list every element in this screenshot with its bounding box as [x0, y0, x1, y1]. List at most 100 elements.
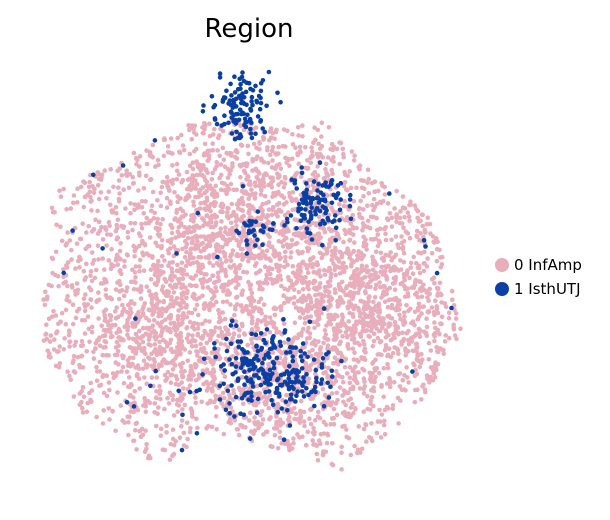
point-infamp	[430, 234, 436, 239]
point-infamp	[241, 401, 246, 407]
point-infamp	[152, 359, 157, 365]
point-infamp	[104, 373, 110, 379]
point-infamp	[228, 258, 234, 264]
point-infamp	[424, 373, 430, 378]
point-infamp	[298, 306, 304, 312]
point-infamp	[279, 179, 284, 185]
point-isthutj	[321, 306, 327, 311]
point-infamp	[344, 285, 349, 291]
point-isthutj	[248, 390, 254, 395]
point-infamp	[261, 160, 267, 165]
point-infamp	[134, 373, 140, 379]
point-infamp	[237, 263, 242, 269]
point-isthutj	[299, 165, 305, 170]
point-infamp	[379, 352, 384, 358]
point-isthutj	[248, 131, 254, 136]
point-infamp	[422, 387, 428, 393]
point-infamp	[56, 364, 62, 370]
point-infamp	[57, 188, 62, 193]
point-infamp	[112, 309, 118, 314]
point-infamp	[383, 237, 389, 243]
point-infamp	[170, 453, 175, 459]
point-infamp	[258, 413, 263, 418]
point-infamp	[149, 297, 155, 302]
point-infamp	[154, 389, 159, 394]
point-infamp	[198, 200, 203, 206]
point-infamp	[427, 286, 433, 292]
point-infamp	[375, 232, 381, 237]
point-infamp	[219, 268, 224, 273]
point-infamp	[365, 218, 371, 224]
point-isthutj	[241, 412, 247, 418]
point-isthutj	[176, 388, 181, 394]
point-infamp	[370, 371, 375, 376]
point-infamp	[222, 374, 228, 380]
point-infamp	[348, 452, 354, 458]
point-infamp	[218, 187, 224, 193]
point-infamp	[164, 205, 170, 210]
point-infamp	[117, 335, 122, 340]
point-infamp	[296, 230, 302, 236]
point-infamp	[43, 332, 48, 337]
point-infamp	[327, 400, 333, 406]
point-infamp	[288, 296, 293, 302]
point-infamp	[242, 332, 248, 337]
point-isthutj	[434, 270, 440, 276]
point-infamp	[227, 290, 232, 296]
point-isthutj	[291, 367, 297, 373]
point-isthutj	[258, 100, 264, 106]
point-infamp	[132, 207, 137, 213]
point-infamp	[380, 325, 385, 330]
point-infamp	[153, 330, 159, 336]
point-infamp	[351, 158, 357, 163]
point-infamp	[71, 200, 76, 206]
point-infamp	[196, 376, 202, 381]
point-infamp	[124, 285, 130, 290]
point-infamp	[126, 420, 131, 425]
point-infamp	[128, 409, 133, 414]
point-infamp	[279, 351, 284, 356]
point-infamp	[329, 240, 334, 245]
point-infamp	[272, 433, 278, 438]
point-infamp	[262, 253, 268, 258]
point-infamp	[187, 151, 193, 157]
point-infamp	[161, 298, 167, 304]
point-infamp	[170, 367, 176, 372]
point-infamp	[148, 177, 153, 183]
point-infamp	[101, 408, 106, 413]
point-infamp	[305, 245, 310, 251]
point-isthutj	[233, 104, 239, 109]
point-infamp	[160, 253, 165, 259]
point-infamp	[375, 335, 381, 341]
point-infamp	[285, 245, 291, 250]
point-infamp	[332, 287, 338, 292]
point-infamp	[203, 167, 209, 173]
point-infamp	[429, 276, 435, 282]
point-infamp	[329, 205, 334, 210]
point-isthutj	[240, 91, 245, 96]
point-infamp	[451, 322, 457, 328]
point-infamp	[254, 154, 260, 159]
point-infamp	[188, 229, 194, 235]
point-infamp	[201, 276, 206, 282]
point-isthutj	[253, 83, 258, 89]
point-infamp	[267, 315, 273, 320]
point-infamp	[174, 268, 180, 274]
point-infamp	[263, 395, 268, 400]
point-infamp	[366, 299, 372, 304]
point-infamp	[116, 362, 121, 367]
point-isthutj	[244, 251, 250, 256]
point-infamp	[182, 254, 188, 260]
point-isthutj	[284, 369, 290, 374]
point-isthutj	[233, 364, 239, 369]
point-infamp	[131, 150, 137, 156]
point-infamp	[340, 334, 345, 339]
point-infamp	[100, 256, 105, 261]
point-infamp	[122, 324, 127, 330]
point-infamp	[95, 183, 101, 188]
point-infamp	[213, 200, 218, 205]
point-infamp	[127, 414, 132, 420]
point-isthutj	[234, 228, 239, 233]
point-infamp	[94, 369, 100, 374]
point-infamp	[414, 207, 419, 212]
